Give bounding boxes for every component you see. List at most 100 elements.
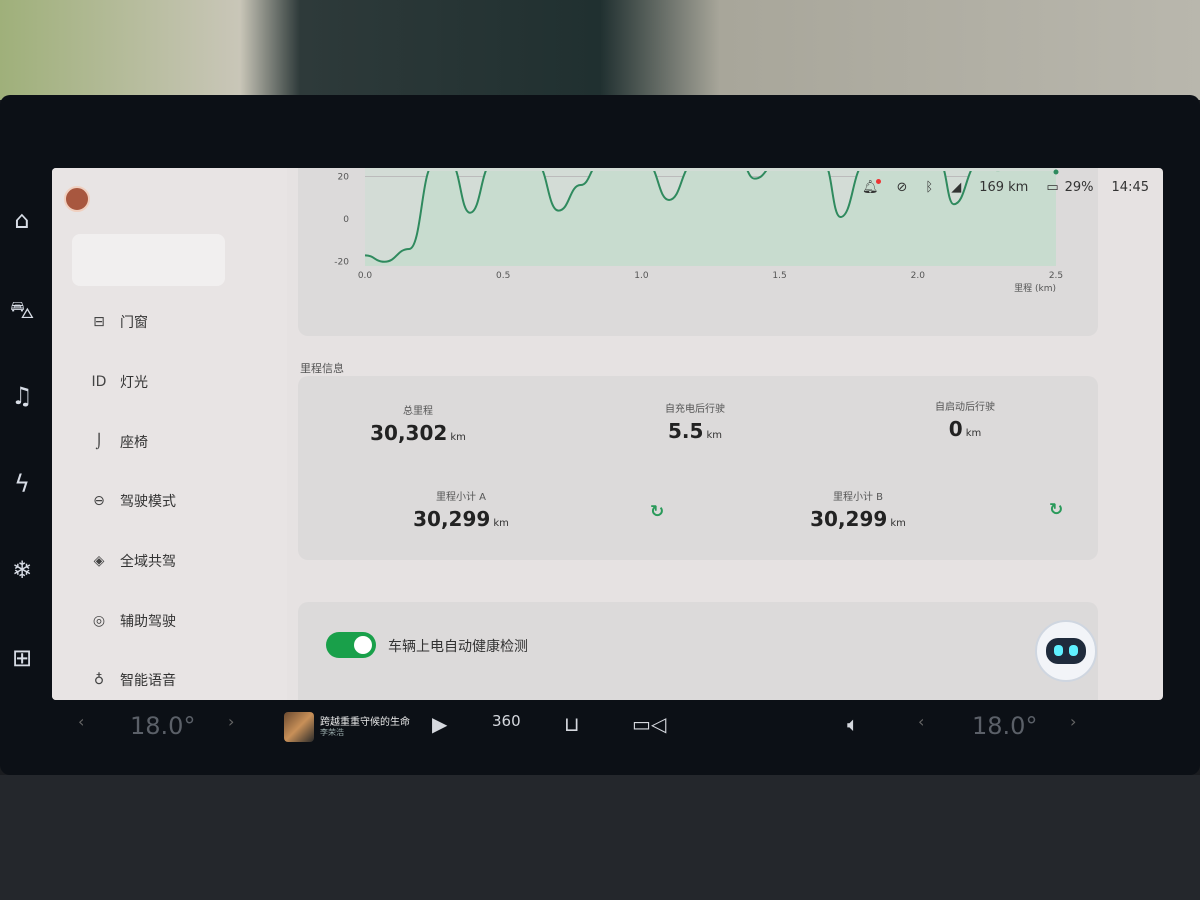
temp-right-up-icon[interactable]: › <box>1070 712 1077 731</box>
fan-icon[interactable]: ❄ <box>11 556 33 584</box>
metric-unit: km <box>493 518 509 529</box>
settings-screen: ⊟ 门窗 ID 灯光 ⌡ 座椅 ⊖ 驾驶模式 ◈ 全域共驾 ◎ 辅助驾驶 ♁ 智能语音 20 0… <box>52 168 1163 700</box>
chart-card: 20 0 -20 0.0 0.5 1.0 1.5 2.0 2.5 里程 (km) <box>298 168 1098 336</box>
sidebar-item-label: 驾驶模式 <box>120 494 176 510</box>
since-charge-mileage: 自充电后行驶 5.5 km <box>595 400 795 443</box>
sidebar-item-label: 座椅 <box>120 435 148 451</box>
sidebar-item-label: 智能语音 <box>120 673 176 689</box>
x-axis-label: 里程 (km) <box>1014 283 1056 294</box>
assist-icon: ◎ <box>92 613 106 629</box>
song-artist: 李荣浩 <box>320 728 344 737</box>
temp-left[interactable]: 18.0° <box>130 712 196 740</box>
y-tick-label: 0 <box>343 215 349 225</box>
section-title: 里程信息 <box>300 362 344 375</box>
car-icon[interactable]: ⛍ <box>9 296 35 324</box>
metric-unit: km <box>890 518 906 529</box>
health-check-card: 车辆上电自动健康检测 <box>298 602 1098 700</box>
profile-card[interactable] <box>72 234 225 286</box>
sidebar: ⊟ 门窗 ID 灯光 ⌡ 座椅 ⊖ 驾驶模式 ◈ 全域共驾 ◎ 辅助驾驶 ♁ 智能语音 <box>52 168 287 700</box>
bell-icon[interactable]: 🔔︎ <box>861 179 881 195</box>
sidebar-item-seats[interactable]: ⌡ 座椅 <box>90 432 148 452</box>
metric-unit: km <box>706 430 722 441</box>
assistant-robot-icon[interactable] <box>1035 620 1097 682</box>
home-icon[interactable]: ⌂ <box>14 206 30 234</box>
auto-health-check-label: 车辆上电自动健康检测 <box>388 639 528 655</box>
sidebar-item-lights[interactable]: ID 灯光 <box>90 372 148 392</box>
range-text: 169 km <box>979 180 1029 195</box>
metric-value: 30,299 <box>413 507 491 531</box>
door-icon: ⊟ <box>93 314 105 330</box>
camera-off-icon: ⊘ <box>896 180 908 195</box>
song-title[interactable]: 跨越重重守候的生命 <box>320 717 410 728</box>
copilot-icon: ◈ <box>93 553 105 569</box>
battery-percent: 29% <box>1064 180 1094 195</box>
4g-signal-icon: ◢ <box>951 180 962 195</box>
sidebar-item-copilot[interactable]: ◈ 全域共驾 <box>90 551 176 571</box>
metric-value: 30,299 <box>810 507 888 531</box>
shopping-bag-icon[interactable]: ⊔ <box>564 712 580 736</box>
light-icon: ID <box>91 374 107 390</box>
series-end-point <box>1053 169 1059 175</box>
play-icon[interactable]: ▶ <box>432 712 448 736</box>
metric-unit: km <box>965 428 982 439</box>
metric-label: 自充电后行驶 <box>665 404 725 415</box>
x-tick-label: 1.5 <box>772 271 786 281</box>
background-photo <box>0 0 1200 100</box>
total-mileage: 总里程 30,302 km <box>318 402 518 445</box>
trip-a-mileage: 里程小计 A 30,299 km <box>361 488 561 531</box>
x-tick-label: 2.5 <box>1049 271 1063 281</box>
album-art[interactable] <box>284 712 314 742</box>
auto-health-check-toggle[interactable] <box>326 632 376 658</box>
trip-b-mileage: 里程小计 B 30,299 km <box>758 488 958 531</box>
seat-icon: ⌡ <box>95 434 103 450</box>
status-bar: 🔔︎ ⊘ ᛒ ◢ 169 km ▭ 29% 14:45 <box>861 179 1149 195</box>
reset-trip-b-icon[interactable]: ↻ <box>1049 500 1064 520</box>
x-tick-label: 0.0 <box>358 271 373 281</box>
battery-icon: ▭ <box>1046 180 1059 195</box>
metric-label: 自启动后行驶 <box>935 402 995 413</box>
metric-label: 里程小计 A <box>435 492 487 503</box>
sidebar-item-drive-mode[interactable]: ⊖ 驾驶模式 <box>90 491 176 511</box>
sidebar-item-label: 灯光 <box>120 375 148 391</box>
x-tick-label: 2.0 <box>911 271 926 281</box>
y-tick-label: 20 <box>338 173 350 183</box>
bottom-dock: ‹ 18.0° › 跨越重重守候的生命 李荣浩 ▶ 360 ⊔ ▭◁ 🔈︎ ‹ … <box>52 702 1163 757</box>
energy-icon[interactable]: ϟ <box>14 470 30 498</box>
metric-value: 30,302 <box>370 421 448 445</box>
metric-value: 0 <box>948 417 963 441</box>
temp-left-down-icon[interactable]: ‹ <box>78 712 85 731</box>
series-line <box>364 171 1000 263</box>
steering-icon: ⊖ <box>93 493 105 509</box>
reset-trip-a-icon[interactable]: ↻ <box>650 502 665 522</box>
metric-label: 总里程 <box>403 406 433 417</box>
video-camera-icon[interactable]: ▭◁ <box>632 712 667 736</box>
line-chart: 20 0 -20 0.0 0.5 1.0 1.5 2.0 2.5 里程 (km) <box>334 168 1063 294</box>
x-tick-label: 0.5 <box>496 271 510 281</box>
avatar[interactable] <box>64 186 90 212</box>
series-area <box>365 171 1056 266</box>
sidebar-item-label: 全域共驾 <box>120 554 176 570</box>
music-icon[interactable]: ♫ <box>11 382 33 410</box>
sidebar-item-assist[interactable]: ◎ 辅助驾驶 <box>90 611 176 631</box>
sidebar-item-voice[interactable]: ♁ 智能语音 <box>90 670 176 690</box>
view-360-button[interactable]: 360 <box>492 712 521 730</box>
y-tick-label: -20 <box>334 258 349 268</box>
metric-value: 5.5 <box>668 419 704 443</box>
sidebar-item-label: 辅助驾驶 <box>120 614 176 630</box>
volume-icon[interactable]: 🔈︎ <box>847 712 859 736</box>
sidebar-item-doors[interactable]: ⊟ 门窗 <box>90 312 148 332</box>
apps-icon[interactable]: ⊞ <box>11 644 33 672</box>
sidebar-item-label: 门窗 <box>120 315 148 331</box>
temp-right[interactable]: 18.0° <box>972 712 1038 740</box>
mileage-card: 总里程 30,302 km 自充电后行驶 5.5 km 自启动后行驶 0 km 里程小计 A… <box>298 376 1098 560</box>
temp-right-down-icon[interactable]: ‹ <box>918 712 925 731</box>
metric-unit: km <box>450 432 466 443</box>
bluetooth-icon: ᛒ <box>925 180 934 195</box>
mic-icon: ♁ <box>93 672 105 688</box>
metric-label: 里程小计 B <box>832 492 884 503</box>
clock: 14:45 <box>1111 180 1149 195</box>
dashboard <box>0 775 1200 900</box>
temp-left-up-icon[interactable]: › <box>228 712 235 731</box>
since-start-mileage: 自启动后行驶 0 km <box>865 398 1065 441</box>
x-tick-label: 1.0 <box>634 271 649 281</box>
